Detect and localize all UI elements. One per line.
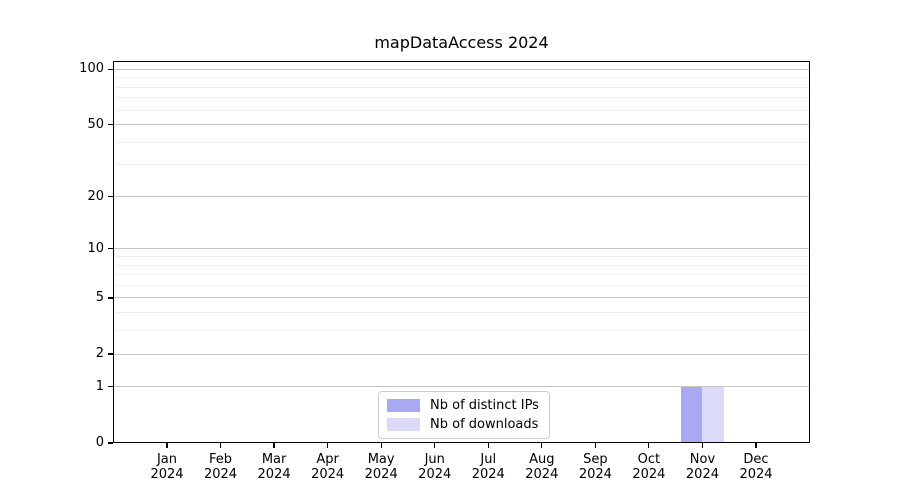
x-tick-label-month: Oct: [637, 452, 661, 467]
major-gridline: [113, 297, 810, 299]
bar-downloads: [702, 386, 724, 443]
x-tick-mark: [648, 443, 650, 448]
y-tick-mark: [108, 297, 113, 299]
x-tick-label: May 2024: [341, 452, 421, 482]
x-tick-label-year: 2024: [257, 467, 291, 482]
minor-gridline: [113, 77, 810, 79]
x-tick-label-year: 2024: [150, 467, 184, 482]
x-tick-mark: [487, 443, 489, 448]
x-tick-label-month: Aug: [529, 452, 555, 467]
x-tick-label-month: Jan: [156, 452, 178, 467]
x-tick-label: Sep 2024: [555, 452, 635, 482]
y-tick-mark: [108, 442, 113, 444]
x-tick-label-year: 2024: [632, 467, 666, 482]
x-tick-label-month: Apr: [316, 452, 339, 467]
x-tick-label-year: 2024: [418, 467, 452, 482]
x-tick-label-month: Sep: [583, 452, 608, 467]
bar-distinct-ips: [681, 386, 703, 443]
x-tick-label-month: Dec: [743, 452, 769, 467]
x-tick-mark: [219, 443, 222, 448]
minor-gridline: [113, 264, 810, 266]
x-tick-mark: [166, 443, 168, 448]
legend: Nb of distinct IPs Nb of downloads: [378, 391, 550, 439]
x-tick-label: Mar 2024: [234, 452, 314, 482]
x-tick-mark: [380, 443, 382, 448]
legend-label: Nb of distinct IPs: [430, 398, 539, 413]
x-tick-label: Apr 2024: [288, 452, 368, 482]
minor-gridline: [113, 284, 810, 286]
x-tick-label: Feb 2024: [181, 452, 261, 482]
x-tick-label-year: 2024: [739, 467, 773, 482]
x-tick-mark: [541, 443, 543, 448]
y-tick-mark: [108, 386, 113, 388]
x-tick-label-month: Feb: [209, 452, 233, 467]
y-tick-label: 10: [87, 240, 104, 256]
x-tick-label-year: 2024: [364, 467, 398, 482]
x-tick-label: Jan 2024: [127, 452, 207, 482]
y-tick-label: 20: [87, 188, 104, 204]
x-tick-mark: [594, 443, 596, 448]
x-tick-mark: [434, 443, 436, 448]
major-gridline: [113, 196, 810, 198]
chart-title: mapDataAccess 2024: [374, 33, 549, 52]
x-tick-label-year: 2024: [578, 467, 612, 482]
major-gridline: [113, 353, 810, 355]
x-tick-label: Aug 2024: [502, 452, 582, 482]
x-tick-mark: [273, 443, 275, 448]
plot-area: Nb of distinct IPs Nb of downloads: [113, 61, 810, 443]
y-tick-label: 50: [87, 116, 104, 132]
y-tick-mark: [108, 195, 113, 198]
x-tick-label: Jul 2024: [448, 452, 528, 482]
minor-gridline: [113, 274, 810, 276]
x-tick-label: Oct 2024: [609, 452, 689, 482]
x-tick-label-year: 2024: [311, 467, 345, 482]
y-tick-mark: [108, 248, 113, 250]
major-gridline: [113, 386, 810, 388]
x-tick-mark: [755, 443, 757, 448]
x-tick-label-year: 2024: [203, 467, 238, 482]
x-tick-label-month: May: [367, 452, 395, 467]
major-gridline: [113, 124, 810, 126]
y-tick-label: 5: [95, 289, 104, 305]
x-tick-label-year: 2024: [685, 467, 719, 482]
legend-swatch: [387, 418, 420, 431]
legend-entry: Nb of distinct IPs: [387, 398, 539, 413]
y-tick-label: 2: [95, 346, 104, 362]
minor-gridline: [113, 97, 810, 99]
x-tick-label-month: Mar: [261, 452, 287, 467]
y-tick-label: 0: [95, 435, 104, 450]
x-tick-label-year: 2024: [525, 467, 559, 482]
x-tick-label: Dec 2024: [716, 452, 796, 482]
legend-entry: Nb of downloads: [387, 417, 539, 432]
x-tick-label: Jun 2024: [395, 452, 475, 482]
minor-gridline: [113, 256, 810, 258]
major-gridline: [113, 68, 810, 70]
legend-swatch: [387, 399, 420, 412]
x-tick-label: Nov 2024: [662, 452, 742, 482]
x-tick-label-year: 2024: [471, 467, 505, 482]
x-tick-mark: [701, 443, 704, 448]
minor-gridline: [113, 141, 810, 143]
y-tick-mark: [108, 68, 113, 70]
y-tick-mark: [108, 124, 113, 126]
y-tick-label: 1: [95, 378, 104, 394]
x-tick-label-month: Jul: [480, 452, 497, 467]
y-tick-mark: [108, 353, 113, 355]
minor-gridline: [113, 312, 810, 314]
x-tick-mark: [327, 443, 329, 448]
minor-gridline: [113, 86, 810, 88]
major-gridline: [113, 248, 810, 250]
x-tick-label-month: Jun: [424, 452, 445, 467]
x-tick-label-month: Nov: [689, 452, 716, 467]
minor-gridline: [113, 330, 810, 332]
minor-gridline: [113, 109, 810, 111]
minor-gridline: [113, 164, 810, 166]
y-tick-label: 100: [79, 61, 104, 77]
legend-label: Nb of downloads: [430, 417, 539, 432]
